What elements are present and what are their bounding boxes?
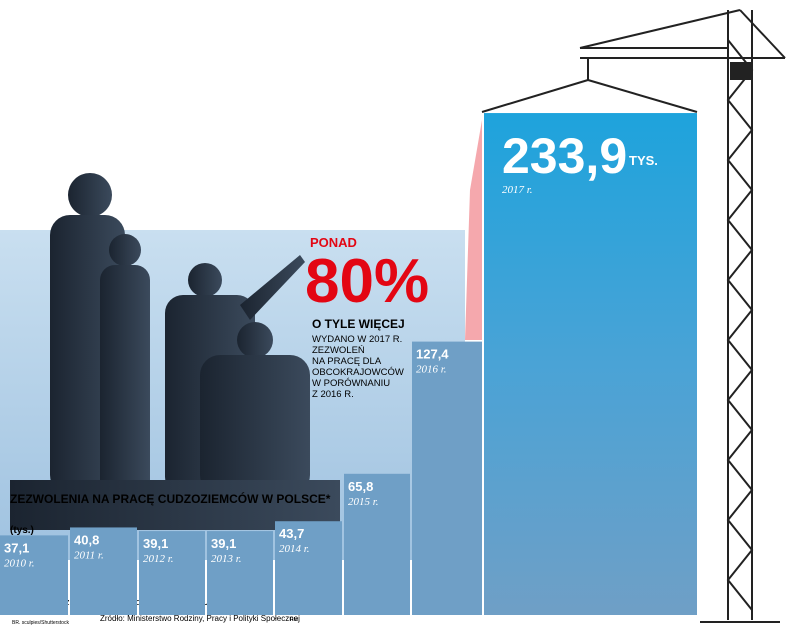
bar (484, 113, 697, 615)
workers-silhouette (10, 173, 340, 530)
value-label: 127,4 (416, 347, 449, 362)
bar (0, 535, 68, 615)
x-tick-label: 2010 r. (4, 557, 35, 569)
value-label: 40,8 (74, 532, 99, 547)
annotation-line: NA PRACĘ DLA (312, 356, 382, 367)
x-tick-label: 2011 r. (74, 549, 104, 561)
bar (70, 527, 137, 615)
value-label: 43,7 (279, 526, 304, 541)
crane-cabin (730, 62, 752, 80)
value-unit: TYS. (629, 153, 658, 168)
x-tick-label: 2013 r. (211, 553, 242, 565)
subtitle: (tys.) (10, 525, 34, 536)
annotation-line: Z 2016 R. (312, 389, 354, 400)
x-tick-label: 2017 r. (502, 184, 533, 196)
value-label: 37,1 (4, 540, 29, 555)
x-tick-label: 2015 r. (348, 496, 379, 508)
crane (481, 9, 786, 623)
annotation-line: OBCOKRAJOWCÓW (312, 367, 404, 378)
bar (344, 473, 410, 615)
bar (275, 521, 342, 615)
annotation-line: WYDANO W 2017 R. (312, 334, 402, 345)
growth-dots (465, 120, 482, 340)
x-tick-label: 2012 r. (143, 553, 174, 565)
source: Źródło: Ministerstwo Rodziny, Pracy i Po… (100, 614, 300, 623)
value-label: 65,8 (348, 479, 373, 494)
bar (207, 531, 273, 615)
photo-credit: BR. sculpies/Shutterstock (12, 620, 69, 626)
annotation-heading: O TYLE WIĘCEJ (312, 317, 405, 331)
x-tick-label: 2014 r. (279, 543, 310, 555)
x-tick-label: 2016 r. (416, 364, 447, 376)
chart-title: ZEZWOLENIA NA PRACĘ CUDZOZIEMCÓW W POLSC… (10, 491, 331, 506)
value-label: 233,9 (502, 128, 627, 184)
annotation-big: 80% (305, 247, 429, 316)
author: RM (290, 617, 298, 623)
annotation-line: W PORÓWNANIU (312, 378, 390, 389)
value-label: 39,1 (211, 536, 236, 551)
bar (412, 341, 482, 615)
value-label: 39,1 (143, 536, 168, 551)
annotation-line: ZEZWOLEŃ (312, 345, 365, 356)
annotation-prefix: PONAD (310, 235, 357, 250)
bar (139, 531, 205, 615)
